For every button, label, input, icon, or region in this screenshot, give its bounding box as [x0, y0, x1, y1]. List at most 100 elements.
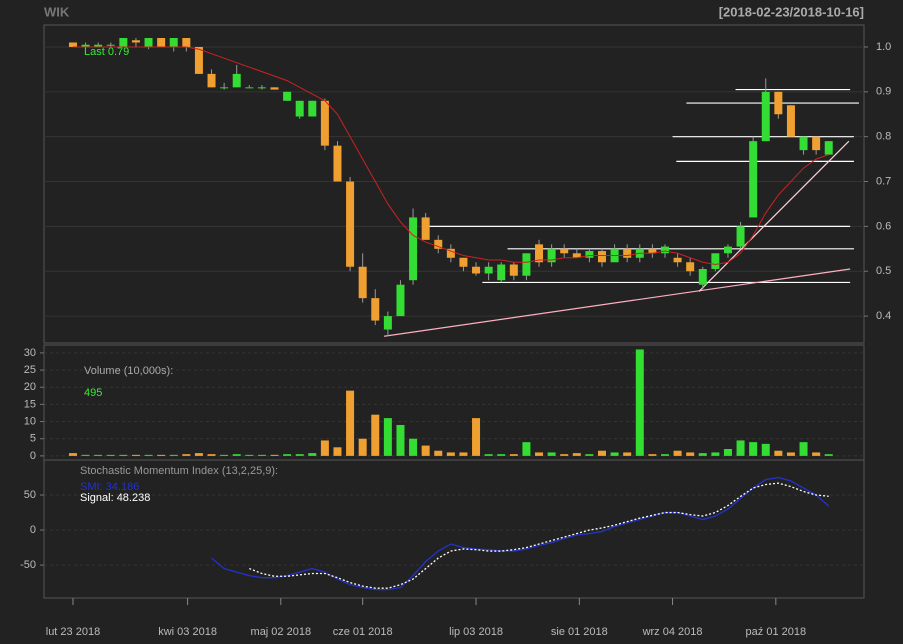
y-tick-label: 20: [24, 381, 36, 393]
y-tick-label: 0.9: [876, 86, 891, 98]
legend-entry: SMI: 34.186: [80, 481, 139, 493]
volume-bar: [257, 454, 266, 456]
candle-body: [711, 253, 720, 269]
y-tick-label: 0.6: [876, 220, 891, 232]
candle-body: [270, 87, 279, 90]
candle-body: [295, 100, 304, 117]
volume-bar: [182, 454, 191, 456]
volume-bar: [320, 440, 329, 456]
volume-bar: [446, 452, 455, 456]
last-price: Last 0.79: [84, 46, 129, 58]
level-line: [698, 140, 850, 292]
volume-bar: [749, 442, 758, 456]
volume-bar: [119, 454, 128, 456]
volume-bar: [333, 447, 342, 456]
candle-body: [497, 264, 506, 281]
x-tick-label: cze 01 2018: [333, 626, 393, 638]
candle-body: [824, 141, 833, 155]
candle-body: [761, 91, 770, 142]
moving-average: [72, 46, 829, 266]
x-tick-label: sie 01 2018: [551, 626, 608, 638]
volume-bar: [81, 454, 90, 456]
candle-body: [522, 253, 531, 276]
volume-bar: [169, 454, 178, 456]
candle-body: [371, 298, 380, 321]
candle-body: [446, 248, 455, 258]
volume-bar: [358, 438, 367, 456]
volume-bar: [509, 454, 518, 456]
volume-bar: [434, 450, 443, 456]
x-tick-label: wrz 04 2018: [642, 626, 703, 638]
x-tick-label: lip 03 2018: [449, 626, 503, 638]
volume-bar: [698, 453, 707, 456]
volume-bar: [283, 454, 292, 456]
candle-body: [560, 248, 569, 254]
candle-body: [459, 257, 468, 267]
y-tick-label: 0.4: [876, 310, 891, 322]
y-tick-label: 1.0: [876, 41, 891, 53]
volume-bar: [660, 454, 669, 456]
volume-bar: [598, 450, 607, 456]
candle-body: [421, 217, 430, 240]
price-panel: [43, 24, 865, 344]
candle-body: [68, 42, 77, 47]
smi-line: [211, 476, 830, 591]
candle-body: [484, 266, 493, 274]
candle-body: [358, 266, 367, 299]
volume-bar: [623, 452, 632, 456]
volume-bar: [585, 454, 594, 456]
volume-bar: [383, 418, 392, 456]
y-tick-label: 0.8: [876, 131, 891, 143]
y-tick-label: 30: [24, 347, 36, 359]
x-tick-label: maj 02 2018: [251, 626, 312, 638]
legend-entry: Signal: 48.238: [80, 492, 150, 504]
volume-bar: [421, 445, 430, 456]
y-tick-label: 10: [24, 415, 36, 427]
x-tick-label: lut 23 2018: [46, 626, 100, 638]
volume-bar: [396, 424, 405, 456]
candle-body: [182, 38, 191, 47]
candle-body: [409, 217, 418, 281]
volume-bar: [497, 454, 506, 456]
y-tick-label: 5: [30, 433, 36, 445]
volume-bar: [371, 414, 380, 456]
volume-label: Volume (10,000s):: [84, 365, 173, 377]
volume-bar: [761, 443, 770, 456]
candle-body: [799, 136, 808, 151]
candle-body: [94, 44, 103, 47]
date-range: [2018-02-23/2018-10-16]: [719, 4, 864, 19]
volume-bar: [799, 442, 808, 456]
smi-panel: [43, 459, 865, 599]
candle-body: [673, 257, 682, 263]
volume-bar: [220, 454, 229, 456]
candle-body: [106, 44, 115, 46]
volume-bar: [522, 442, 531, 456]
volume-bar: [673, 450, 682, 456]
candle-body: [774, 91, 783, 115]
candle-body: [169, 38, 178, 47]
volume-bar: [786, 452, 795, 456]
volume-bar: [459, 452, 468, 456]
volume-bar: [723, 449, 732, 456]
volume-bar: [648, 454, 657, 456]
y-tick-label: 50: [24, 489, 36, 501]
volume-bar: [94, 454, 103, 456]
volume-bar: [535, 452, 544, 456]
volume-bar: [711, 452, 720, 456]
candle-body: [698, 268, 707, 285]
candle-body: [686, 262, 695, 272]
candle-body: [598, 251, 607, 263]
candle-body: [535, 244, 544, 263]
candle-body: [257, 87, 266, 89]
candle-body: [812, 136, 821, 151]
candle-body: [585, 251, 594, 258]
x-tick-label: kwi 03 2018: [158, 626, 217, 638]
candle-body: [472, 266, 481, 274]
smi-line: [249, 482, 829, 589]
x-tick-label: paź 01 2018: [746, 626, 807, 638]
volume-bar: [68, 453, 77, 456]
volume-bar: [572, 453, 581, 456]
volume-bar: [824, 454, 833, 456]
y-tick-label: 0: [30, 450, 36, 462]
candle-body: [396, 284, 405, 317]
